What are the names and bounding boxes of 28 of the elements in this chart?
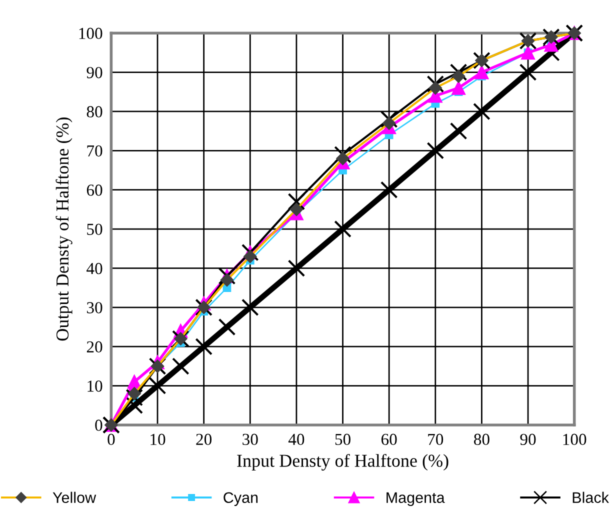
- x-tick-label: 50: [335, 434, 350, 446]
- y-tick-label: 100: [79, 28, 102, 40]
- y-tick-label: 60: [86, 184, 102, 196]
- x-axis-title: Input Densty of Halftone (%): [237, 454, 448, 471]
- y-tick-label: 70: [87, 145, 102, 157]
- x-tick-label: 40: [288, 434, 304, 446]
- legend-label: Magenta: [386, 492, 445, 506]
- y-tick-label: 10: [88, 380, 102, 392]
- legend-label: Yellow: [52, 492, 96, 504]
- legend-label: Black: [572, 492, 609, 504]
- x-tick-label: 60: [381, 434, 397, 446]
- x-tick-label: 0: [108, 434, 115, 446]
- y-tick-label: 20: [86, 341, 102, 353]
- x-tick-label: 80: [474, 434, 490, 446]
- x-tick-label: 70: [428, 434, 444, 446]
- y-tick-label: 40: [86, 262, 102, 274]
- x-tick-label: 90: [520, 434, 536, 446]
- y-tick-label: 80: [86, 106, 102, 118]
- y-tick-label: 0: [95, 420, 102, 431]
- x-tick-label: 20: [196, 434, 212, 446]
- y-tick-label: 30: [87, 302, 102, 314]
- y-tick-label: 90: [86, 66, 102, 78]
- x-tick-label: 10: [150, 434, 166, 446]
- x-tick-label: 30: [242, 434, 258, 446]
- legend-label: Cyan: [224, 492, 258, 506]
- y-axis-title: Output Densty of Halftone (%): [56, 118, 72, 341]
- y-tick-label: 50: [87, 224, 102, 235]
- x-tick-label: 100: [563, 434, 586, 446]
